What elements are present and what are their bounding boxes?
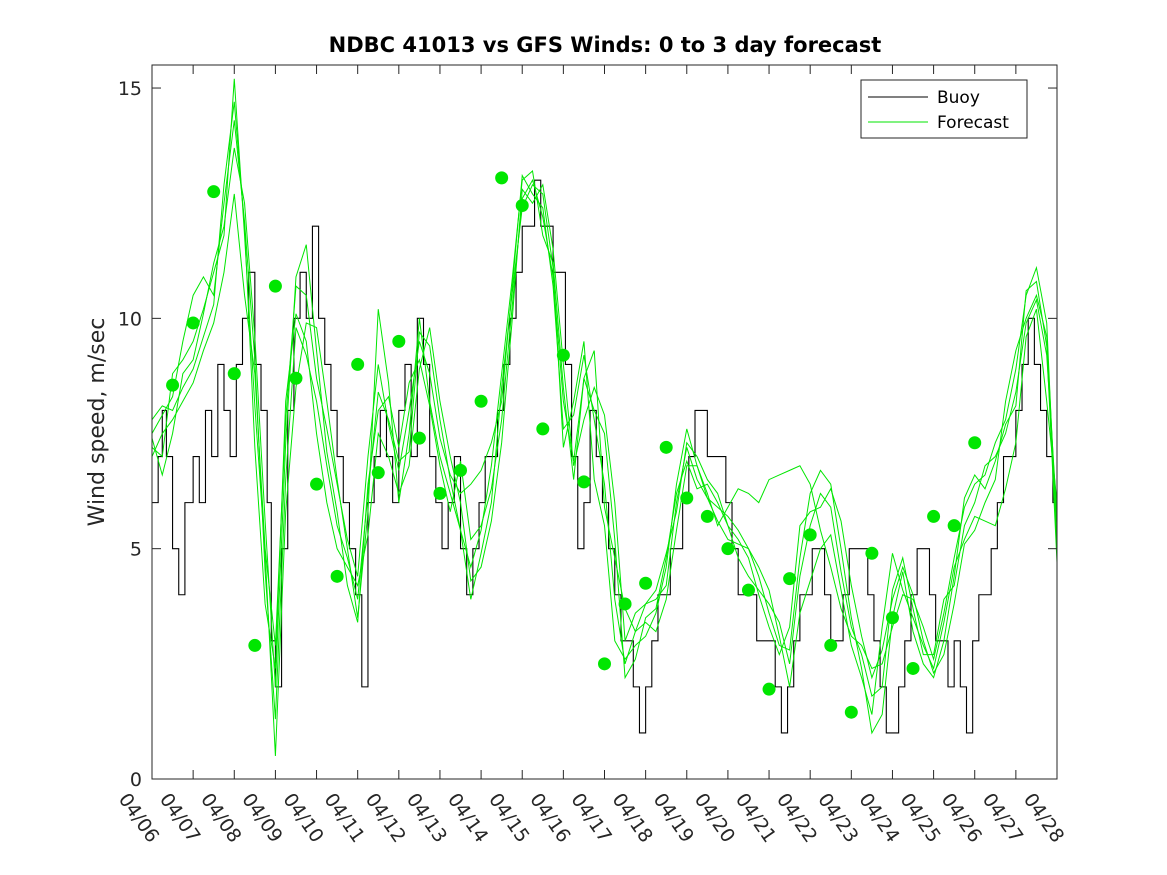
forecast-marker [248,638,262,652]
plot-area [151,65,1058,779]
forecast-marker [968,436,982,450]
forecast-marker [227,367,241,381]
forecast-marker [783,572,797,586]
legend-buoy-label: Buoy [937,88,980,108]
forecast-marker [680,491,694,505]
forecast-marker [371,466,385,480]
forecast-marker [844,705,858,719]
forecast-marker [351,357,365,371]
forecast-marker [906,661,920,675]
forecast-marker [618,597,632,611]
forecast-marker [392,334,406,348]
forecast-marker [515,198,529,212]
y-tick-label: 10 [118,308,142,330]
forecast-marker [454,463,468,477]
forecast-marker [947,519,961,533]
forecast-marker [700,509,714,523]
y-tick-label: 5 [130,539,142,561]
forecast-marker [166,378,180,392]
y-axis-label: Wind speed, m/sec [85,318,110,527]
forecast-markers [166,171,982,719]
buoy-series [152,179,1057,734]
forecast-marker [186,316,200,330]
buoy-line [152,179,1057,734]
forecast-marker [741,583,755,597]
y-axis: 0 5 10 15 [118,78,1057,791]
forecast-marker [721,542,735,556]
forecast-marker [330,569,344,583]
forecast-marker [803,528,817,542]
forecast-marker [412,431,426,445]
forecast-marker [577,475,591,489]
legend-forecast-label: Forecast [937,113,1009,133]
forecast-marker [824,638,838,652]
forecast-marker [639,576,653,590]
forecast-marker [536,422,550,436]
forecast-marker [556,348,570,362]
forecast-line-3 [151,78,1058,756]
forecast-marker [659,440,673,454]
forecast-marker [762,682,776,696]
forecast-marker [207,185,221,199]
forecast-marker [268,279,282,293]
legend: Buoy Forecast [860,79,1028,139]
forecast-marker [495,171,509,185]
forecast-marker [433,486,447,500]
legend-box [860,79,1028,139]
forecast-marker [927,509,941,523]
forecast-marker [865,546,879,560]
chart-title: NDBC 41013 vs GFS Winds: 0 to 3 day fore… [329,33,882,57]
forecast-marker [598,657,611,671]
forecast-line-4 [151,147,1058,698]
forecast-marker [885,611,899,625]
forecast-marker [289,371,303,385]
forecast-marker [474,394,488,408]
y-tick-label: 15 [118,78,142,100]
forecast-marker [310,477,324,491]
forecast-line-1 [151,173,1058,715]
forecast-line-5 [151,101,1058,680]
y-tick-label: 0 [130,769,142,791]
forecast-series [151,78,1058,756]
